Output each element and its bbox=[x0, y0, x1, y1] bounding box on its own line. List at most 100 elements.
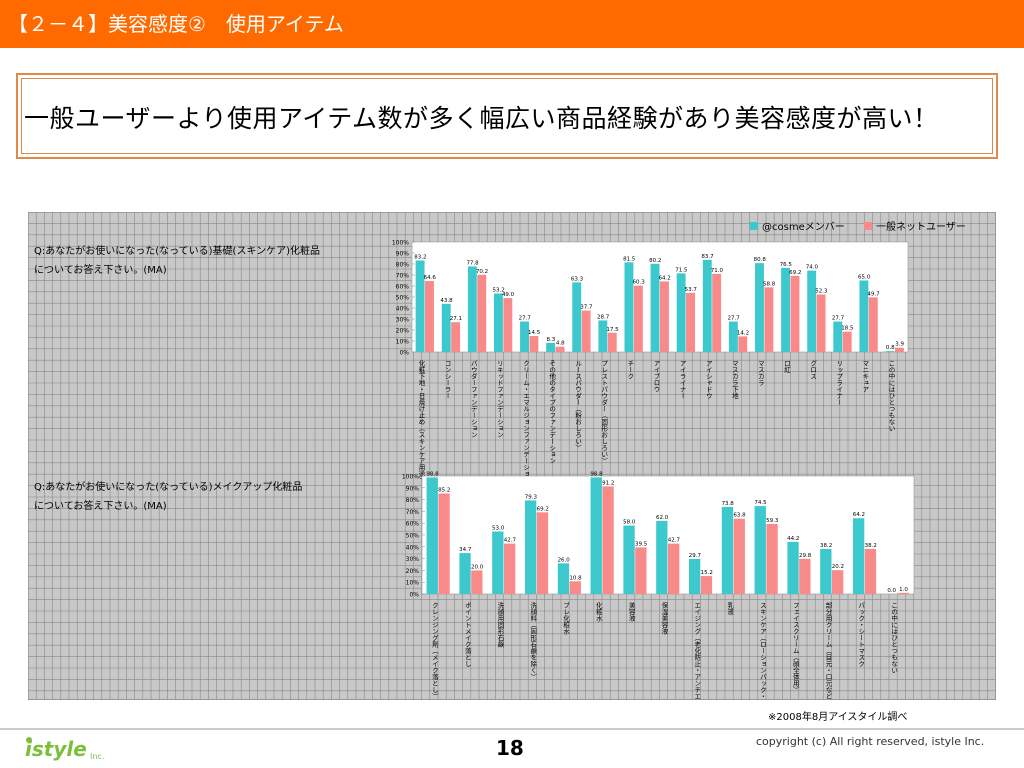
data-label: 3.9 bbox=[895, 342, 904, 348]
bar bbox=[598, 320, 608, 352]
data-label: 62.0 bbox=[656, 515, 669, 521]
data-label: 73.8 bbox=[722, 501, 735, 507]
data-label: 76.5 bbox=[780, 262, 793, 268]
data-label: 27.7 bbox=[519, 316, 532, 322]
bar bbox=[503, 298, 513, 352]
bar bbox=[842, 331, 852, 352]
header-bar: 【２－４】美容感度② 使用アイテム bbox=[0, 0, 1024, 48]
data-label: 27.1 bbox=[450, 316, 462, 322]
x-tick-label: 洗顔用固形石鹸 bbox=[496, 601, 504, 649]
data-label: 63.3 bbox=[571, 276, 584, 282]
data-label: 14.5 bbox=[528, 330, 541, 336]
bar bbox=[477, 274, 487, 352]
x-tick-label: グロス bbox=[809, 359, 817, 380]
bar bbox=[438, 493, 450, 594]
data-label: 38.2 bbox=[865, 543, 877, 549]
legend-swatch-cosme bbox=[750, 222, 758, 230]
y-tick-label: 40% bbox=[406, 544, 420, 551]
data-label: 4.8 bbox=[556, 341, 565, 347]
bar bbox=[656, 520, 668, 594]
bar bbox=[755, 263, 764, 352]
x-tick-label: プレストパウダー（固形おしろい） bbox=[600, 360, 608, 464]
data-label: 69.2 bbox=[789, 270, 801, 276]
bar bbox=[807, 270, 817, 352]
legend-swatch-general bbox=[864, 222, 872, 230]
data-label: 10.8 bbox=[569, 575, 582, 581]
data-label: 69.2 bbox=[537, 506, 549, 512]
bar bbox=[493, 293, 503, 352]
bar bbox=[415, 260, 425, 352]
data-label: 34.7 bbox=[459, 547, 472, 553]
y-tick-label: 30% bbox=[396, 317, 410, 324]
y-tick-label: 80% bbox=[396, 262, 410, 269]
bar bbox=[688, 558, 701, 594]
bar bbox=[712, 273, 722, 352]
bar bbox=[868, 297, 878, 352]
data-label: 26.0 bbox=[558, 557, 571, 563]
data-label: 80.2 bbox=[649, 258, 661, 264]
bar bbox=[754, 506, 766, 594]
x-tick-label: その他のタイプのファンデーション bbox=[548, 360, 556, 464]
data-label: 74.5 bbox=[754, 500, 767, 506]
chart-panel: @cosmeメンバー 一般ネットユーザー Q:あなたがお使いになった(なっている)基… bbox=[27, 211, 997, 768]
data-label: 0.8 bbox=[886, 345, 895, 351]
data-label: 91.2 bbox=[602, 480, 614, 486]
x-tick-label: 美容液 bbox=[627, 601, 635, 623]
data-label: 64.2 bbox=[659, 275, 671, 281]
data-label: 29.7 bbox=[689, 553, 702, 559]
bar bbox=[546, 342, 556, 352]
y-tick-label: 20% bbox=[396, 328, 410, 335]
bar bbox=[572, 282, 582, 352]
x-tick-label: 口紅 bbox=[783, 360, 791, 374]
bar bbox=[787, 541, 799, 594]
x-tick-label: 洗顔料（固形石鹸を除く） bbox=[529, 601, 537, 680]
data-label: 37.7 bbox=[580, 305, 593, 311]
source-note: ※2008年8月アイスタイル調べ bbox=[768, 712, 908, 723]
question-label: Q:あなたがお使いになった(なっている)メイクアップ化粧品についてお答え下さい。… bbox=[34, 480, 302, 512]
data-label: 49.7 bbox=[867, 291, 880, 297]
data-label: 27.7 bbox=[727, 316, 740, 322]
data-label: 17.5 bbox=[606, 327, 619, 333]
data-label: 27.7 bbox=[832, 316, 845, 322]
data-label: 29.8 bbox=[799, 553, 812, 559]
x-tick-label: 化粧水 bbox=[594, 601, 602, 622]
bar bbox=[504, 543, 516, 594]
bar bbox=[859, 280, 869, 352]
data-label: 80.8 bbox=[754, 257, 767, 263]
legend: @cosmeメンバー 一般ネットユーザー bbox=[750, 220, 966, 233]
bar bbox=[721, 506, 734, 594]
bar bbox=[852, 518, 865, 594]
grid-lines bbox=[27, 211, 996, 700]
data-label: 52.3 bbox=[815, 288, 828, 294]
data-label: 65.0 bbox=[858, 275, 871, 281]
bar bbox=[425, 280, 434, 352]
data-label: 38.2 bbox=[820, 543, 832, 549]
data-label: 79.3 bbox=[525, 494, 538, 500]
y-tick-label: 0% bbox=[399, 350, 409, 357]
x-tick-label: チーク bbox=[626, 360, 634, 380]
data-label: 81.5 bbox=[623, 256, 636, 262]
chart-svg: @cosmeメンバー 一般ネットユーザー Q:あなたがお使いになった(なっている)基… bbox=[27, 211, 997, 768]
bar bbox=[816, 294, 826, 352]
bar bbox=[471, 570, 483, 594]
data-label: 15.2 bbox=[701, 570, 713, 576]
data-label: 20.2 bbox=[832, 564, 844, 570]
data-label: 64.2 bbox=[853, 512, 865, 518]
bar bbox=[426, 477, 438, 594]
question-line: Q:あなたがお使いになった(なっている)メイクアップ化粧品 bbox=[34, 480, 302, 493]
data-label: 59.3 bbox=[766, 518, 779, 524]
bar bbox=[832, 570, 844, 594]
y-tick-label: 50% bbox=[406, 533, 420, 540]
svg-text:Inc.: Inc. bbox=[90, 752, 104, 761]
bar bbox=[676, 273, 686, 352]
bar bbox=[569, 581, 581, 594]
bar bbox=[700, 576, 713, 594]
data-label: 8.3 bbox=[547, 337, 556, 343]
data-label: 53.7 bbox=[685, 287, 698, 293]
bar bbox=[467, 266, 477, 352]
y-tick-label: 70% bbox=[396, 273, 410, 280]
bar bbox=[764, 287, 774, 352]
x-tick-label: パック・シートマスク bbox=[857, 602, 865, 668]
bar bbox=[766, 524, 778, 594]
question-label: Q:あなたがお使いになった(なっている)基礎(スキンケア)化粧品についてお答え下… bbox=[34, 244, 320, 276]
